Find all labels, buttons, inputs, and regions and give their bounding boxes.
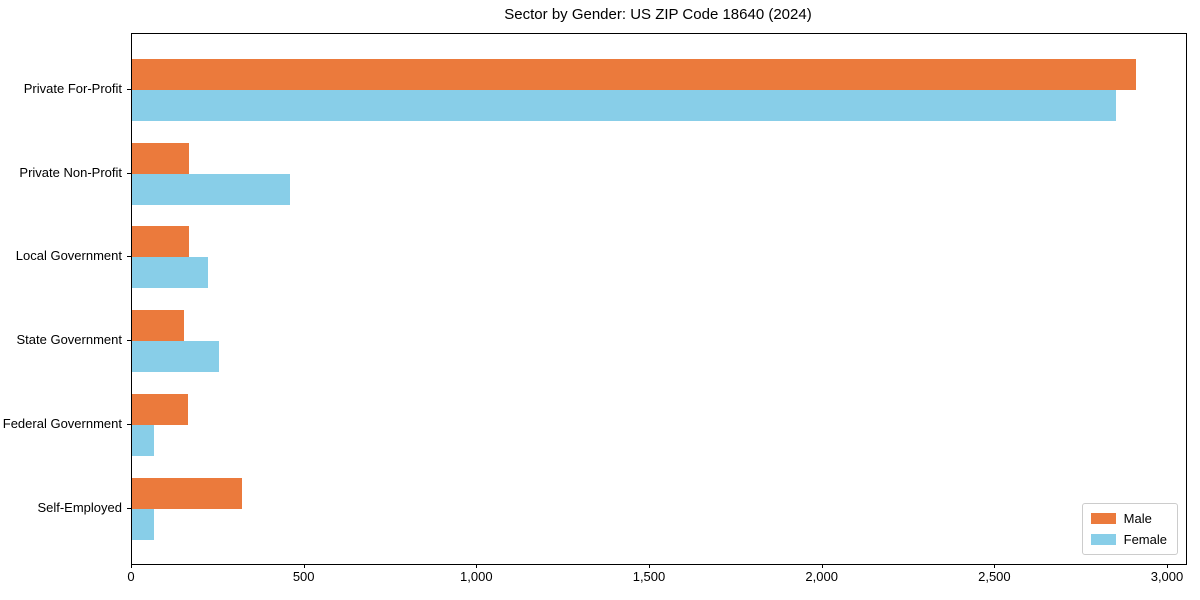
y-tick-label: Self-Employed [37, 499, 122, 515]
bar-male-2 [132, 142, 189, 174]
legend: Male Female [1081, 503, 1178, 555]
bar-male-6 [132, 477, 242, 509]
y-tick-mark [127, 89, 131, 90]
bar-female-3 [132, 257, 208, 289]
bar-male-5 [132, 393, 188, 425]
y-tick-mark [127, 172, 131, 174]
bar-female-6 [132, 508, 155, 540]
x-tick-mark [131, 564, 132, 568]
x-tick-mark [303, 564, 305, 568]
y-tick-label: Private Non-Profit [19, 164, 122, 180]
x-tick-label: 1,500 [632, 569, 666, 584]
legend-entry-female: Female [1090, 532, 1167, 547]
x-tick-mark [649, 564, 650, 568]
x-tick-label: 0 [127, 569, 135, 584]
bar-female-4 [132, 341, 219, 373]
x-tick-mark [476, 564, 478, 568]
x-tick-label: 2,500 [978, 569, 1011, 584]
x-tick-mark [1167, 564, 1168, 568]
x-tick-mark [994, 564, 996, 568]
bar-female-5 [132, 424, 155, 456]
bar-female-2 [132, 173, 291, 205]
x-tick-label: 2,000 [805, 569, 838, 584]
x-tick-label: 3,000 [1150, 569, 1184, 584]
x-tick-label: 500 [292, 569, 315, 584]
y-tick-mark [127, 507, 131, 509]
legend-label-male: Male [1123, 511, 1152, 526]
legend-label-female: Female [1123, 532, 1167, 547]
x-tick-label: 1,000 [460, 569, 493, 584]
y-tick-label: State Government [16, 332, 123, 348]
bar-male-4 [132, 310, 184, 342]
y-tick-mark [127, 423, 131, 425]
y-tick-label: Federal Government [2, 415, 122, 431]
y-tick-mark [127, 256, 131, 258]
y-tick-mark [127, 340, 131, 342]
bar-female-1 [132, 90, 1116, 121]
legend-swatch-male [1090, 513, 1116, 524]
legend-entry-male: Male [1090, 511, 1167, 526]
bar-male-3 [132, 226, 189, 258]
x-tick-mark [821, 564, 823, 568]
legend-swatch-female [1090, 534, 1116, 545]
plot-area: Male Female [131, 33, 1187, 565]
chart-title: Sector by Gender: US ZIP Code 18640 (202… [504, 6, 812, 23]
bar-male-1 [132, 59, 1136, 90]
y-tick-label: Local Government [15, 248, 122, 264]
y-tick-label: Private For-Profit [23, 81, 122, 96]
